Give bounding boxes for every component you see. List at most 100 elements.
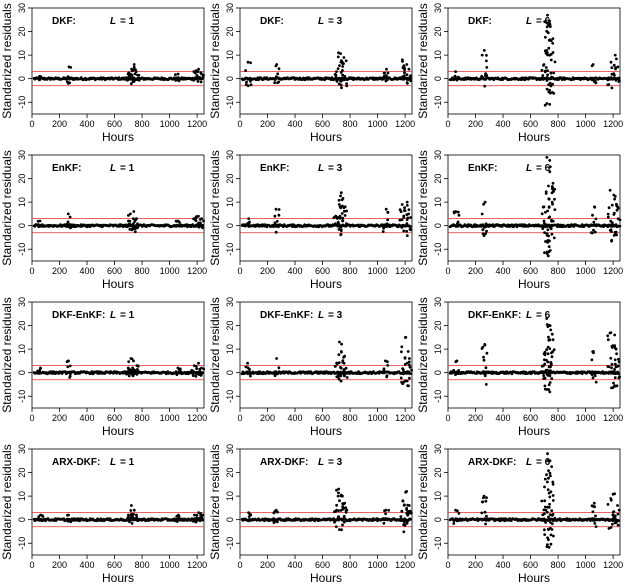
residual-point — [341, 219, 344, 223]
x-axis-title: Hours — [102, 424, 134, 438]
residual-point — [246, 361, 250, 365]
residual-point — [543, 251, 546, 255]
residual-point — [552, 190, 555, 193]
x-tick-label: 1000 — [368, 119, 388, 129]
y-tick-label: -10 — [17, 537, 27, 550]
residual-point — [613, 492, 616, 496]
residual-point — [339, 206, 343, 210]
residual-point — [336, 55, 340, 59]
residual-point — [547, 205, 551, 209]
residual-point — [136, 225, 140, 229]
panel-lag-symbol: L — [526, 163, 532, 174]
residual-point — [386, 71, 390, 75]
residual-point — [613, 53, 617, 57]
residual-point — [196, 80, 200, 83]
x-tick-label: 400 — [288, 413, 303, 423]
residual-point — [202, 73, 205, 77]
residual-point — [547, 197, 551, 201]
residual-point — [594, 76, 597, 80]
x-tick-label: 400 — [80, 413, 95, 423]
x-tick-label: 800 — [135, 119, 150, 129]
x-tick-label: 400 — [496, 413, 511, 423]
residual-point — [402, 229, 406, 233]
x-tick-label: 1200 — [603, 560, 623, 570]
residual-point — [273, 81, 276, 85]
x-tick-label: 800 — [343, 119, 358, 129]
residual-point — [344, 506, 348, 509]
panel-method-label: DKF: — [52, 16, 76, 27]
residual-point — [543, 103, 547, 107]
residual-point — [547, 245, 551, 249]
residual-point — [613, 74, 616, 77]
residual-point — [545, 102, 549, 105]
x-tick-label: 200 — [52, 560, 67, 570]
x-tick-label: 400 — [80, 266, 95, 276]
residual-point — [200, 366, 203, 370]
residual-point — [124, 224, 128, 228]
residual-point — [244, 69, 248, 72]
residual-point — [132, 222, 135, 226]
residual-point — [549, 71, 553, 75]
residual-point — [338, 216, 342, 220]
panel-lag-value: = 1 — [120, 310, 135, 321]
residual-point — [66, 80, 69, 84]
residual-point — [132, 359, 135, 363]
residual-point — [546, 241, 549, 244]
residual-point — [614, 384, 617, 388]
residual-point — [593, 522, 597, 525]
residual-point — [457, 213, 461, 217]
residual-point — [339, 229, 343, 233]
residual-point — [593, 370, 597, 374]
residual-points — [240, 335, 413, 388]
y-tick-label: 20 — [17, 321, 27, 331]
residual-point — [546, 13, 549, 17]
residual-point — [337, 509, 340, 513]
residual-point — [400, 509, 404, 513]
residual-point — [615, 371, 619, 374]
residual-point — [343, 354, 346, 358]
residual-point — [129, 371, 133, 375]
residual-points — [32, 63, 205, 86]
x-tick-label: 600 — [523, 266, 538, 276]
residual-point — [191, 374, 195, 377]
residual-point — [616, 364, 620, 368]
residual-point — [335, 70, 338, 73]
y-tick-label: 30 — [17, 444, 27, 454]
residual-point — [343, 372, 347, 375]
residual-point — [456, 210, 460, 214]
residual-point — [456, 222, 459, 226]
residual-point — [542, 374, 546, 378]
y-tick-label: 30 — [17, 3, 27, 13]
residual-point — [339, 232, 343, 236]
residual-point — [176, 224, 180, 227]
residual-point — [403, 71, 406, 74]
panel-lag-value: = 6 — [536, 16, 551, 27]
residual-point — [342, 520, 346, 524]
panel-lag-symbol: L — [318, 310, 324, 321]
y-tick-label: 10 — [225, 197, 235, 207]
residual-point — [272, 521, 276, 524]
residual-point — [610, 238, 614, 242]
x-tick-label: 1000 — [576, 119, 596, 129]
residual-point — [455, 78, 459, 81]
residual-point — [618, 375, 621, 379]
y-tick-label: 10 — [17, 491, 27, 501]
residual-point — [247, 217, 251, 221]
residual-point — [246, 84, 250, 88]
panel-method-label: DKF-EnKF: — [52, 310, 105, 321]
residual-point — [384, 207, 388, 211]
plot-frame — [447, 301, 621, 409]
x-axis-title: Hours — [310, 277, 342, 291]
residual-point — [199, 371, 203, 375]
y-axis-title: Standarized residuals — [0, 3, 14, 118]
residual-point — [409, 225, 412, 228]
residual-point — [199, 224, 202, 228]
residual-point — [382, 517, 385, 520]
residual-point — [130, 369, 133, 372]
residual-point — [548, 390, 552, 394]
residual-point — [127, 360, 131, 363]
residual-point — [274, 370, 278, 374]
